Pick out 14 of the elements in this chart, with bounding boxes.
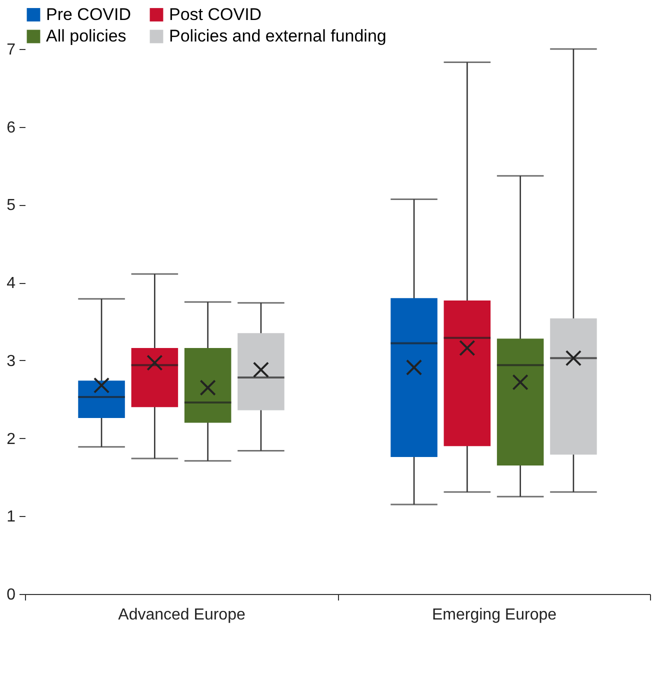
y-tick-label: 5 xyxy=(6,197,16,214)
legend-label: Post COVID xyxy=(169,4,262,24)
y-tick-label: 0 xyxy=(6,586,16,604)
y-tick-label: 7 xyxy=(6,42,16,58)
x-tick-label: Advanced Europe xyxy=(118,606,246,624)
legend-label: Pre COVID xyxy=(46,4,132,24)
y-tick-label: 1 xyxy=(6,508,16,526)
legend-label: All policies xyxy=(46,26,126,46)
y-tick-label: 2 xyxy=(6,430,16,448)
y-tick-label: 3 xyxy=(6,352,16,370)
legend-label: Policies and external funding xyxy=(169,26,386,46)
x-tick-label: Emerging Europe xyxy=(432,606,557,624)
y-tick-label: 6 xyxy=(6,119,16,136)
y-tick-label: 4 xyxy=(6,275,16,292)
